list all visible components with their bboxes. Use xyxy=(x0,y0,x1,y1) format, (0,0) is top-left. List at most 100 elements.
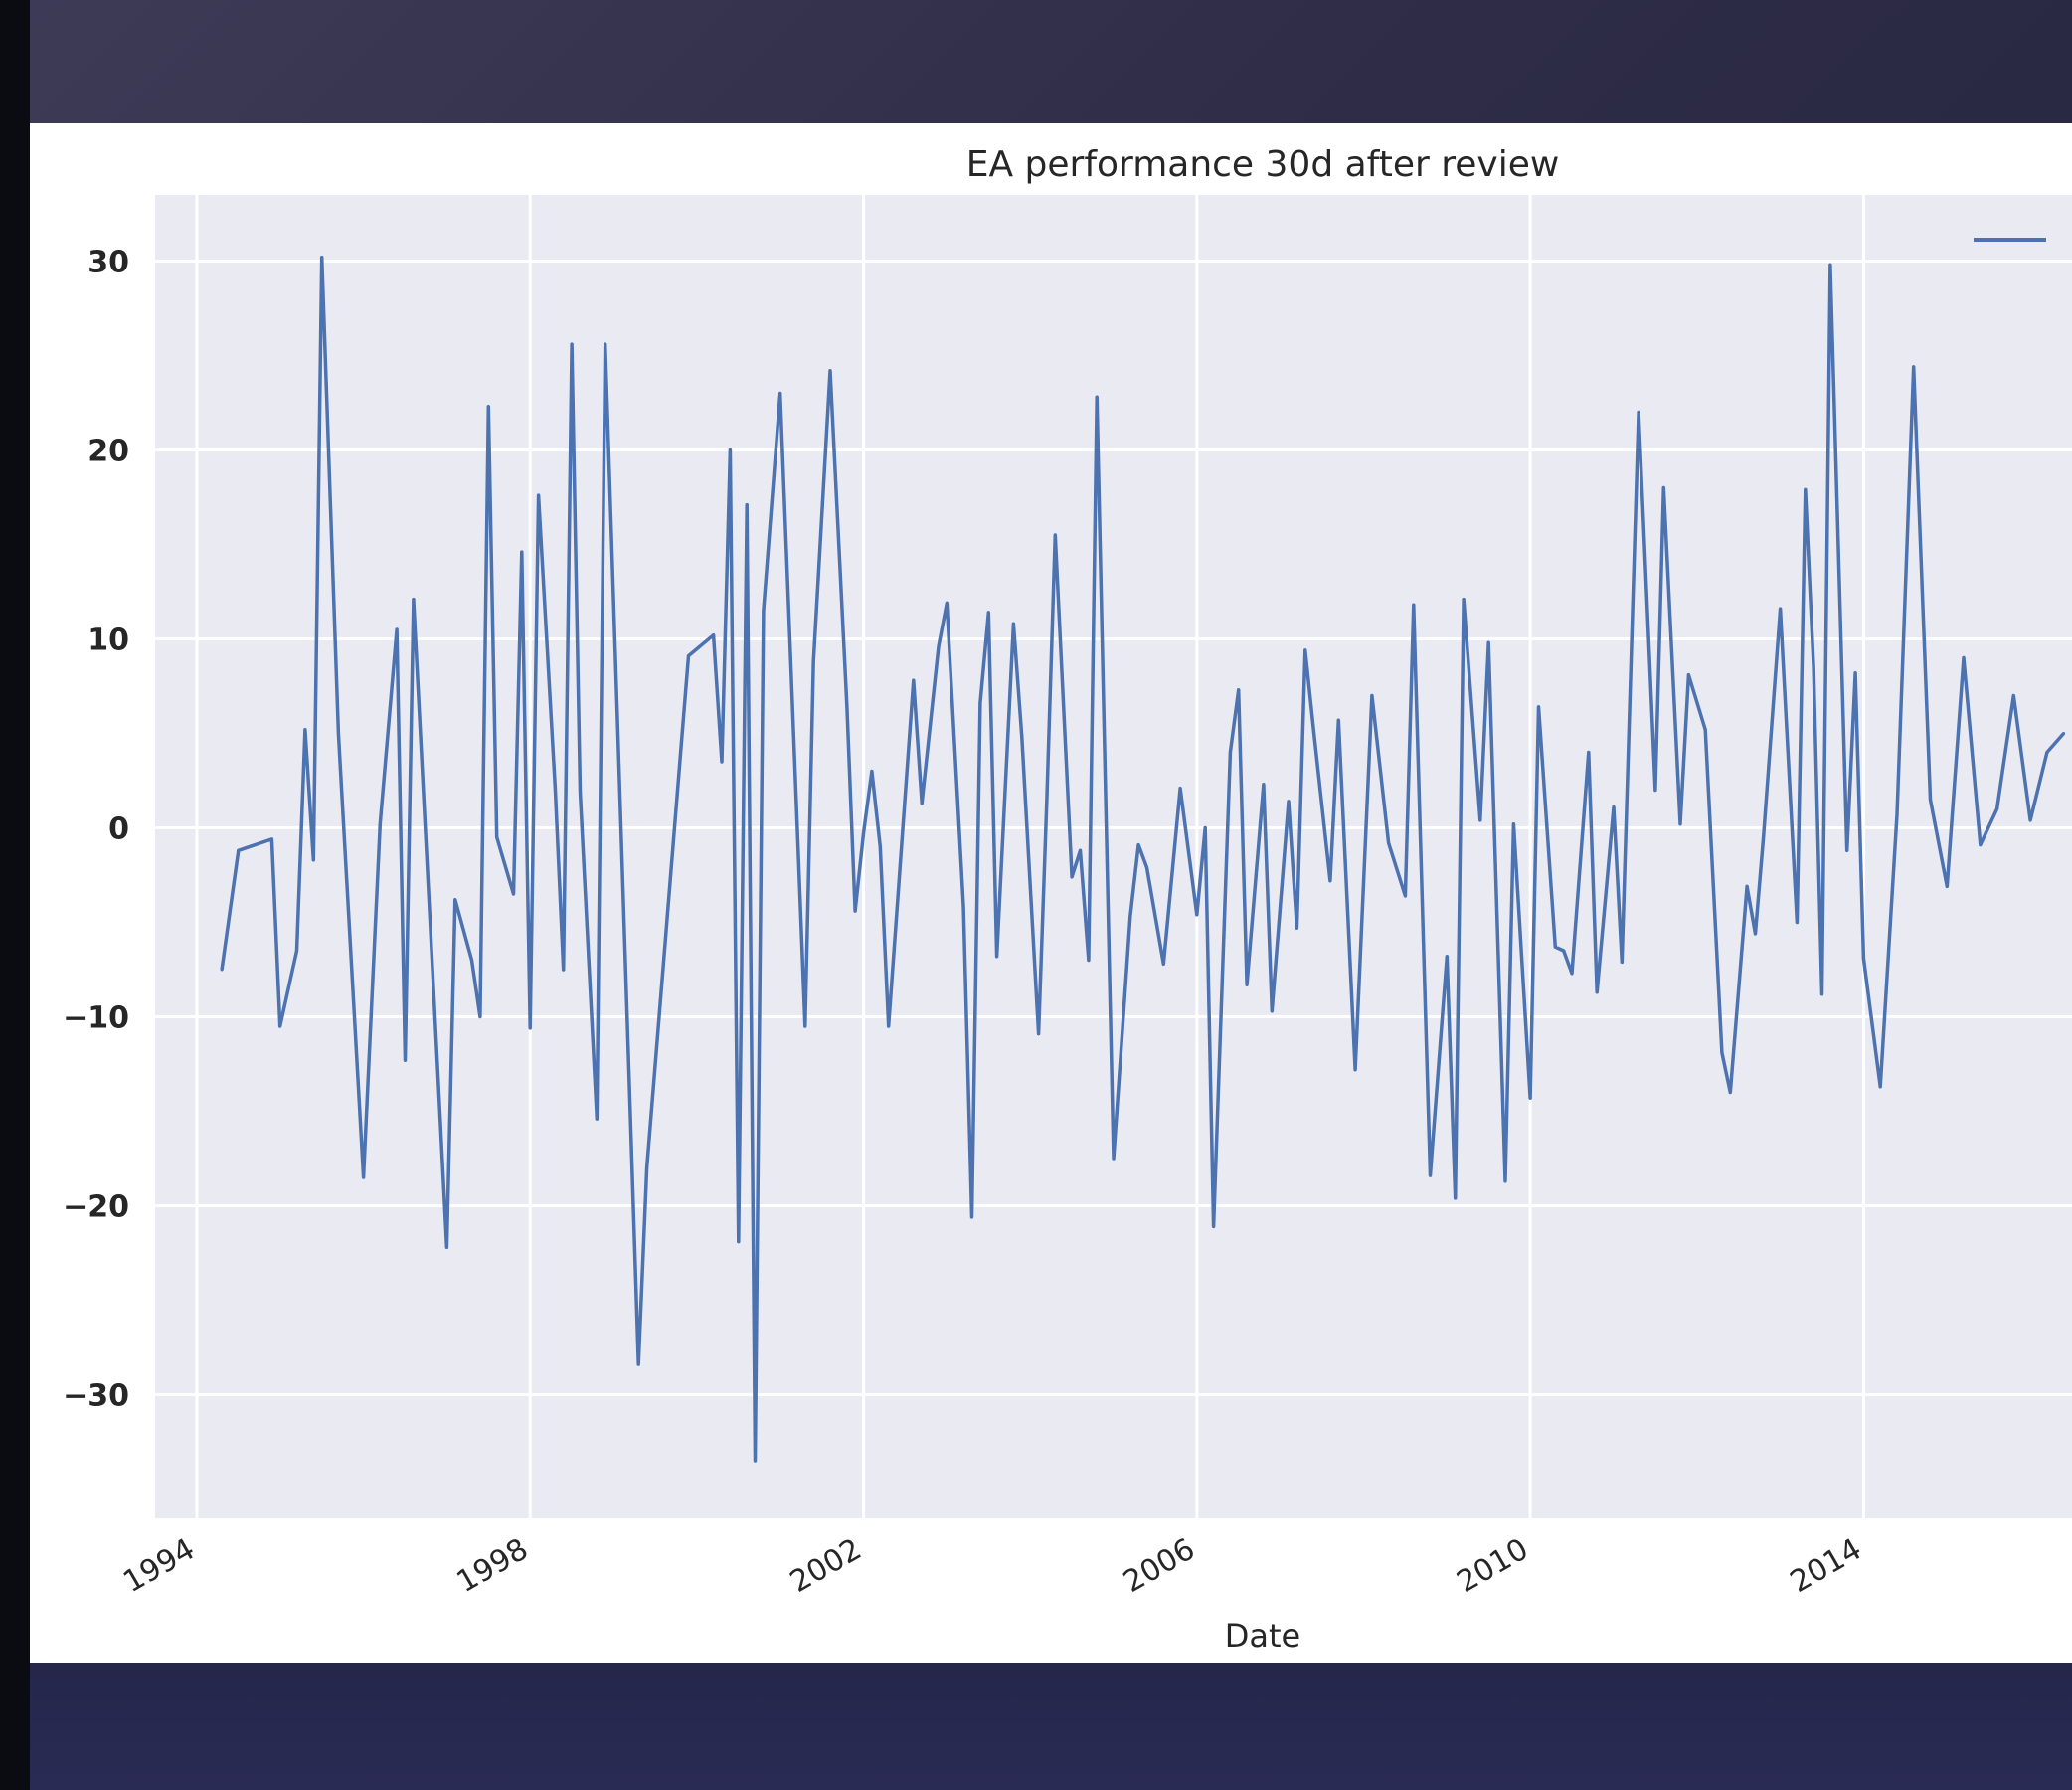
data-point xyxy=(1878,1085,1882,1089)
data-point xyxy=(320,256,324,260)
data-point xyxy=(1595,990,1599,994)
data-point xyxy=(1587,751,1591,754)
data-point xyxy=(1053,533,1057,537)
data-point xyxy=(811,659,815,663)
data-point xyxy=(1303,648,1307,652)
data-point xyxy=(495,835,499,839)
data-point xyxy=(1328,879,1332,883)
data-point xyxy=(645,1166,649,1169)
data-point xyxy=(636,1362,640,1366)
data-point xyxy=(1962,656,1966,659)
data-point xyxy=(1861,957,1865,961)
data-point xyxy=(887,1024,891,1028)
data-point xyxy=(303,728,307,732)
data-point xyxy=(1754,932,1757,936)
chart-figure: 30 20 10 0 −10 −20 −30 1994 1998 2002 2006 2010 201… xyxy=(30,123,2072,1663)
data-point xyxy=(1828,263,1832,267)
data-point xyxy=(1845,848,1849,852)
x-tick-label: 1994 xyxy=(117,1532,201,1600)
data-point xyxy=(870,770,874,773)
data-point xyxy=(1678,822,1682,826)
data-point xyxy=(444,1245,448,1249)
data-point xyxy=(478,1015,482,1018)
data-point xyxy=(1295,926,1298,930)
data-point xyxy=(412,598,416,602)
data-point xyxy=(1262,783,1266,787)
data-point xyxy=(1528,1096,1532,1100)
data-point xyxy=(395,627,399,631)
data-point xyxy=(311,858,315,862)
data-point xyxy=(237,848,241,852)
chart-title: EA performance 30d after review xyxy=(966,144,1560,185)
data-point xyxy=(1070,875,1074,879)
data-point xyxy=(1795,921,1799,924)
data-point xyxy=(1228,751,1232,754)
data-point xyxy=(1037,1032,1041,1036)
data-point xyxy=(986,611,990,615)
data-point xyxy=(1637,411,1640,414)
plot-area xyxy=(155,195,2072,1518)
data-point xyxy=(1995,807,1999,810)
data-point xyxy=(570,342,574,346)
data-point xyxy=(1429,1173,1432,1177)
data-point xyxy=(2028,818,2032,822)
data-point xyxy=(1270,1009,1274,1013)
data-point xyxy=(562,968,566,972)
data-point xyxy=(1686,673,1690,677)
data-point xyxy=(604,342,607,346)
data-point xyxy=(762,609,766,613)
data-point xyxy=(712,633,716,637)
y-axis-ticks: 30 20 10 0 −10 −20 −30 xyxy=(63,246,129,1414)
data-point xyxy=(803,1024,807,1028)
data-point xyxy=(1403,894,1407,898)
data-point xyxy=(1486,640,1490,644)
data-point xyxy=(336,732,340,735)
data-point xyxy=(470,959,473,962)
data-point xyxy=(754,1459,757,1463)
left-dark-strip xyxy=(0,0,30,1790)
data-point xyxy=(1912,365,1916,369)
x-tick-label: 2002 xyxy=(784,1532,868,1600)
data-point xyxy=(1387,841,1391,845)
data-point xyxy=(1370,694,1374,697)
data-point xyxy=(862,831,865,835)
data-point xyxy=(528,1026,532,1030)
data-point xyxy=(937,644,941,648)
data-point xyxy=(512,892,515,896)
data-point xyxy=(2062,732,2066,735)
data-point xyxy=(1762,833,1766,837)
data-point xyxy=(961,905,965,909)
data-point xyxy=(1620,960,1624,964)
data-point xyxy=(1945,884,1949,888)
x-axis-label: Date xyxy=(1225,1617,1300,1655)
x-axis-ticks: 1994 1998 2002 2006 2010 2014 xyxy=(117,1532,1867,1600)
data-point xyxy=(1562,949,1566,953)
data-point xyxy=(1311,728,1315,732)
x-tick-label: 1998 xyxy=(451,1532,535,1600)
gridlines xyxy=(155,195,2072,1518)
data-point xyxy=(1478,818,1482,822)
data-point xyxy=(1812,665,1815,669)
data-point xyxy=(2011,694,2015,697)
data-point xyxy=(1720,1051,1724,1055)
y-tick-label: −30 xyxy=(63,1379,129,1414)
series-line xyxy=(220,255,2065,1463)
data-point xyxy=(1779,607,1783,611)
data-point xyxy=(1136,843,1140,847)
data-point xyxy=(687,654,690,658)
data-point xyxy=(1195,913,1199,917)
data-point xyxy=(1161,962,1165,966)
data-point xyxy=(828,369,832,373)
data-point xyxy=(845,703,849,707)
data-point xyxy=(269,837,273,841)
data-point xyxy=(1178,787,1182,791)
data-point xyxy=(728,448,732,451)
data-point xyxy=(453,898,457,902)
data-point xyxy=(1020,735,1024,739)
data-point xyxy=(1079,848,1082,852)
data-point xyxy=(1537,705,1540,709)
data-point xyxy=(778,392,782,395)
data-point xyxy=(1353,1068,1357,1072)
data-point xyxy=(404,1058,407,1062)
